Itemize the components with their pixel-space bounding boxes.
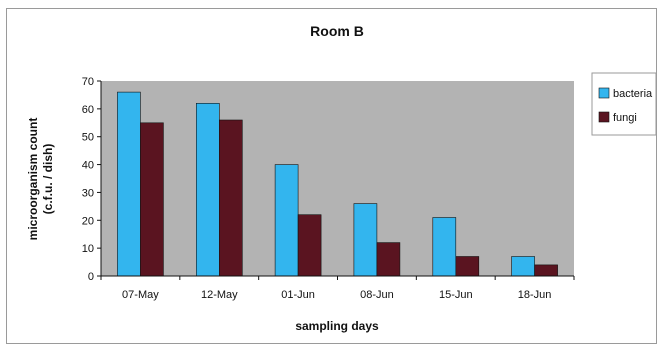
y-tick-label: 50 bbox=[82, 132, 94, 144]
bar-bacteria-12-May bbox=[196, 103, 220, 277]
axes-layer bbox=[97, 80, 575, 280]
x-tick-label: 01-Jun bbox=[281, 289, 315, 301]
bar-fungi-07-May bbox=[140, 122, 164, 277]
x-tick-label: 07-May bbox=[122, 289, 159, 301]
y-tick-label: 30 bbox=[82, 187, 94, 199]
bar-bacteria-01-Jun bbox=[274, 164, 299, 277]
y-tick-label: 10 bbox=[82, 243, 94, 255]
y-axis-title-line-2: (c.f.u. / dish) bbox=[41, 144, 55, 215]
y-tick-label: 0 bbox=[88, 271, 94, 283]
y-tick-label: 60 bbox=[82, 104, 94, 116]
legend-box bbox=[591, 72, 656, 136]
legend-swatch-bacteria bbox=[598, 87, 610, 99]
bars-layer bbox=[117, 91, 558, 277]
y-tick-label: 20 bbox=[82, 215, 94, 227]
legend-label-fungi: fungi bbox=[613, 112, 637, 124]
bar-fungi-18-Jun bbox=[534, 264, 558, 277]
bar-bacteria-08-Jun bbox=[353, 203, 378, 277]
y-tick-label: 70 bbox=[82, 76, 94, 88]
legend-swatch-fungi bbox=[598, 111, 610, 123]
legend-label-bacteria: bacteria bbox=[613, 88, 653, 100]
bar-fungi-08-Jun bbox=[376, 242, 401, 277]
bar-bacteria-07-May bbox=[117, 91, 141, 277]
plot-area bbox=[101, 81, 574, 276]
bar-fungi-01-Jun bbox=[297, 214, 322, 277]
y-axis-title-line-1: microorganism count bbox=[26, 118, 40, 241]
legend: bacteria fungi bbox=[591, 72, 656, 136]
x-tick-label: 18-Jun bbox=[518, 289, 552, 301]
bar-chart: Room B 0 10 20 30 40 50 60 70 07-May 12-May 01-Ju… bbox=[26, 23, 656, 333]
y-tick-labels: 0 10 20 30 40 50 60 70 bbox=[82, 76, 94, 283]
bar-bacteria-15-Jun bbox=[432, 217, 457, 277]
y-tick-label: 40 bbox=[82, 160, 94, 172]
bar-fungi-12-May bbox=[219, 119, 243, 277]
bar-bacteria-18-Jun bbox=[511, 256, 535, 277]
x-tick-label: 08-Jun bbox=[360, 289, 394, 301]
x-tick-label: 15-Jun bbox=[439, 289, 473, 301]
x-tick-label: 12-May bbox=[201, 289, 238, 301]
x-tick-labels: 07-May 12-May 01-Jun 08-Jun 15-Jun 18-Jun bbox=[122, 289, 551, 301]
bar-fungi-15-Jun bbox=[455, 256, 480, 277]
x-axis-title: sampling days bbox=[295, 319, 379, 333]
chart-frame: Room B 0 10 20 30 40 50 60 70 07-May 12-May 01-Ju… bbox=[6, 8, 657, 344]
chart-title: Room B bbox=[310, 23, 364, 39]
